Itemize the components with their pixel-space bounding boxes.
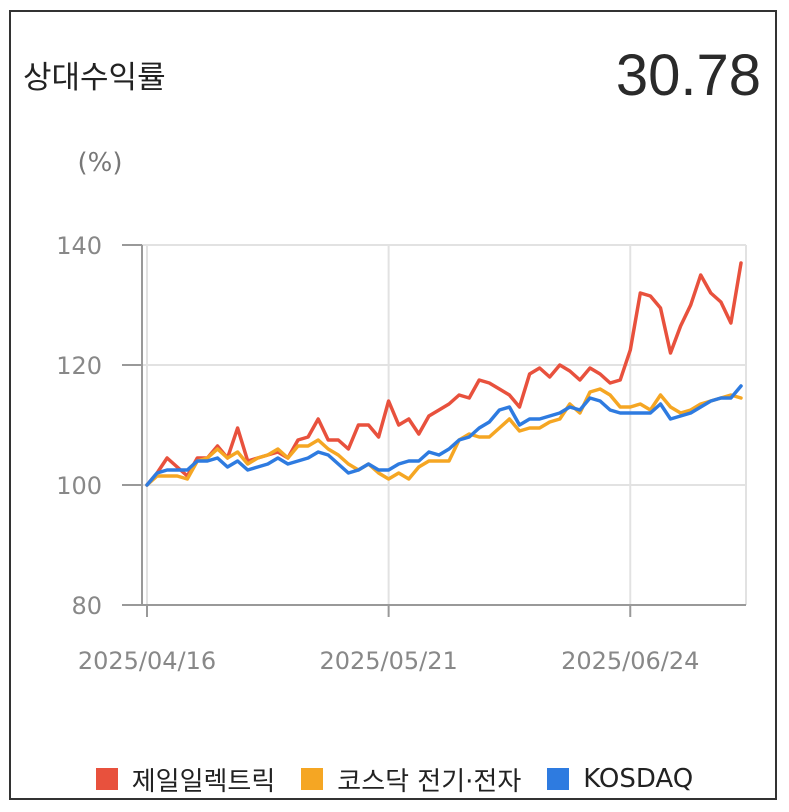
legend-swatch-series-2 [547, 768, 570, 790]
y-axis-label: (%) [78, 148, 123, 178]
series-line-0 [145, 261, 743, 487]
chart-legend: 제일일렉트릭 코스닥 전기·전자 KOSDAQ [0, 760, 789, 798]
legend-label-series-0: 제일일렉트릭 [131, 766, 276, 797]
series-line-1 [145, 387, 743, 487]
legend-swatch-series-1 [301, 768, 324, 790]
series-line-2 [145, 384, 743, 487]
chart-card: 상대수익률 30.78 [9, 10, 777, 800]
legend-item-series-0: 제일일렉트릭 [95, 761, 276, 798]
legend-item-series-1: 코스닥 전기·전자 [301, 761, 521, 798]
relative-return-value: 30.78 [615, 43, 761, 108]
x-tick-label: 2025/06/24 [561, 647, 699, 675]
chart-title: 상대수익률 [23, 60, 166, 96]
y-tick-label: 120 [56, 352, 102, 380]
y-tick-label: 100 [56, 472, 102, 500]
legend-swatch-series-0 [95, 768, 118, 790]
x-tick-label: 2025/05/21 [319, 647, 457, 675]
y-tick-label: 80 [71, 592, 102, 620]
y-tick-label: 140 [56, 232, 102, 260]
legend-label-series-1: 코스닥 전기·전자 [337, 766, 522, 797]
x-tick-label: 2025/04/16 [78, 647, 216, 675]
legend-label-series-2: KOSDAQ [583, 764, 694, 794]
legend-item-series-2: KOSDAQ [547, 764, 693, 794]
